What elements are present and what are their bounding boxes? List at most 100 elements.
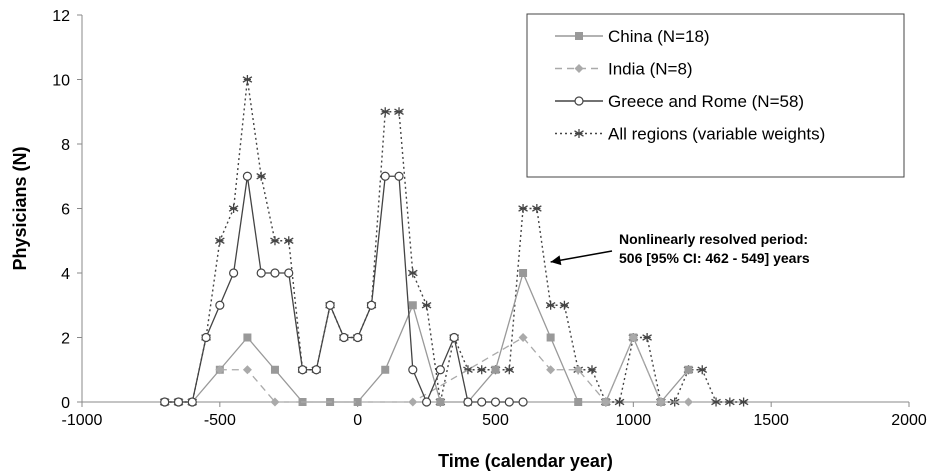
legend-swatch-marker bbox=[574, 129, 584, 138]
annotation-arrow-line bbox=[550, 250, 613, 263]
data-point bbox=[683, 397, 693, 407]
data-point bbox=[381, 365, 390, 374]
data-point bbox=[284, 268, 294, 278]
series-line bbox=[164, 271, 689, 404]
data-point bbox=[476, 365, 487, 375]
data-point bbox=[339, 332, 349, 343]
data-point bbox=[187, 397, 197, 407]
data-point bbox=[449, 332, 459, 343]
x-tick-label: -500 bbox=[204, 412, 236, 429]
x-tick-label: 1000 bbox=[616, 412, 652, 429]
x-tick-label: 0 bbox=[353, 412, 362, 429]
annotation-arrow-head bbox=[550, 255, 562, 266]
data-point bbox=[463, 365, 473, 375]
series-0 bbox=[160, 269, 693, 406]
data-point bbox=[601, 397, 611, 407]
data-point bbox=[614, 397, 625, 407]
data-point bbox=[477, 397, 487, 407]
data-point bbox=[228, 204, 239, 213]
data-point bbox=[463, 397, 473, 407]
data-point bbox=[504, 365, 515, 375]
data-point bbox=[491, 365, 500, 374]
data-point bbox=[270, 397, 280, 407]
data-point bbox=[711, 397, 721, 407]
data-point bbox=[587, 365, 597, 375]
data-point bbox=[160, 397, 170, 407]
series-1 bbox=[215, 333, 693, 407]
data-point bbox=[173, 397, 184, 407]
data-point bbox=[380, 171, 390, 181]
y-tick-label: 2 bbox=[61, 331, 70, 348]
data-point bbox=[394, 107, 404, 117]
data-point bbox=[229, 268, 239, 278]
data-point bbox=[573, 365, 583, 375]
data-point bbox=[738, 397, 749, 407]
data-point bbox=[243, 333, 252, 342]
data-point bbox=[518, 333, 528, 342]
x-tick-label: 1500 bbox=[753, 412, 789, 429]
data-point bbox=[214, 236, 225, 246]
x-tick-label: 500 bbox=[482, 412, 509, 429]
y-tick-label: 8 bbox=[61, 137, 70, 154]
data-point bbox=[311, 365, 321, 375]
data-point bbox=[215, 365, 225, 375]
data-point bbox=[270, 365, 279, 374]
data-point bbox=[408, 397, 418, 407]
data-point bbox=[242, 75, 253, 84]
legend: China (N=18) India (N=8) Greece and Rome (… bbox=[526, 13, 905, 178]
annotation: Nonlinearly resolved period: 506 [95% CI:… bbox=[550, 231, 810, 266]
data-point bbox=[519, 269, 528, 277]
legend-box bbox=[526, 13, 905, 178]
series-2 bbox=[160, 171, 528, 407]
data-point bbox=[394, 171, 404, 181]
y-axis-title: Physicians (N) bbox=[10, 146, 30, 270]
data-point bbox=[256, 171, 267, 181]
legend-entry: Greece and Rome (N=58) bbox=[608, 92, 804, 111]
data-point bbox=[283, 236, 294, 246]
data-point bbox=[532, 204, 542, 213]
data-point bbox=[724, 397, 735, 407]
y-tick-label: 6 bbox=[61, 202, 70, 219]
data-point bbox=[436, 398, 445, 406]
data-point bbox=[407, 268, 418, 278]
data-point bbox=[642, 333, 652, 342]
data-point bbox=[242, 365, 252, 375]
data-point bbox=[697, 365, 708, 375]
y-tick-label: 12 bbox=[52, 8, 70, 25]
data-point bbox=[559, 300, 570, 310]
data-point bbox=[421, 397, 432, 407]
data-point bbox=[297, 365, 308, 375]
legend-swatch-marker bbox=[574, 96, 584, 106]
data-point bbox=[518, 397, 528, 407]
data-point bbox=[656, 397, 666, 407]
annotation-text: Nonlinearly resolved period: bbox=[619, 231, 808, 247]
data-point bbox=[435, 365, 445, 375]
data-point bbox=[380, 107, 391, 117]
axes: -1000 -500 0 500 1000 1500 2000 0 2 4 6 8 10 12 bbox=[52, 8, 927, 429]
x-tick-label: 2000 bbox=[891, 412, 927, 429]
data-point bbox=[256, 268, 266, 278]
legend-swatch-marker bbox=[575, 32, 583, 40]
y-tick-label: 0 bbox=[61, 395, 70, 412]
data-point bbox=[201, 332, 211, 343]
data-point bbox=[504, 397, 514, 407]
data-point bbox=[353, 398, 362, 406]
data-point bbox=[421, 300, 432, 310]
data-point bbox=[366, 300, 377, 310]
data-point bbox=[518, 204, 528, 213]
data-point bbox=[270, 236, 280, 246]
legend-swatch-marker bbox=[574, 64, 584, 73]
data-point bbox=[628, 333, 638, 342]
data-point bbox=[325, 300, 335, 310]
x-tick-label: -1000 bbox=[62, 412, 103, 429]
data-point bbox=[270, 268, 280, 278]
data-point bbox=[545, 300, 556, 310]
series-layer bbox=[159, 75, 749, 407]
data-point bbox=[408, 301, 417, 310]
data-point bbox=[574, 398, 583, 406]
legend-entry: All regions (variable weights) bbox=[608, 125, 825, 144]
legend-entry: India (N=8) bbox=[608, 60, 693, 79]
data-point bbox=[408, 365, 418, 375]
y-tick-label: 4 bbox=[61, 266, 70, 283]
